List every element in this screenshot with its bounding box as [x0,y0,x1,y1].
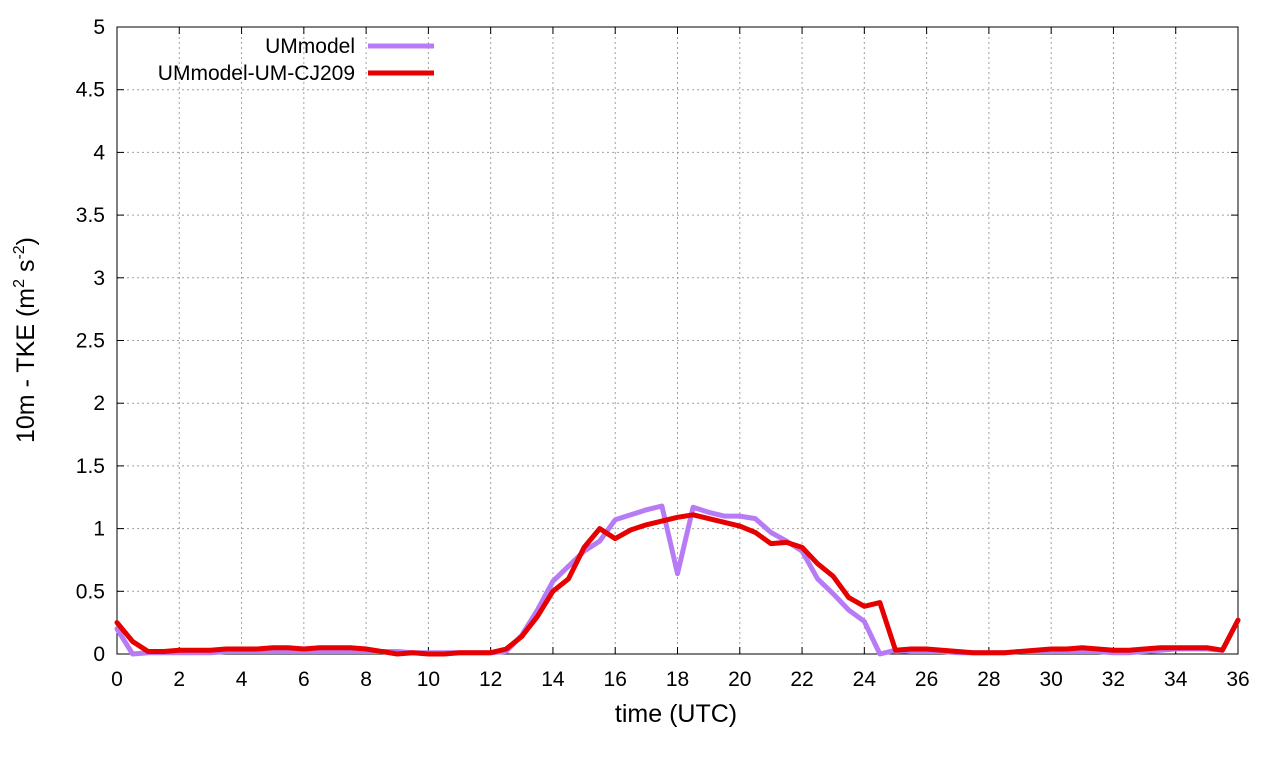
x-tick-label: 16 [604,668,627,691]
x-tick-label: 0 [111,668,123,691]
y-axis-title-mid: s [12,260,40,279]
x-tick-label: 4 [236,668,248,691]
grid [117,27,1238,654]
x-tick-label: 10 [417,668,440,691]
x-tick-label: 6 [298,668,310,691]
x-tick-label: 14 [541,668,565,691]
series-line-1 [114,512,1241,657]
y-tick-label: 3 [93,267,105,290]
x-tick-label: 34 [1164,668,1188,691]
y-tick-label: 1.5 [76,455,105,478]
x-tick-label: 12 [479,668,502,691]
y-axis-title-sup1: 2 [11,279,28,288]
y-tick-label: 2 [93,392,105,415]
series-lines [114,503,1241,657]
x-tick-label: 28 [977,668,1000,691]
y-tick-label: 4.5 [76,79,105,102]
x-tick-label: 18 [666,668,689,691]
y-axis-title-main: 10m - TKE (m [12,288,40,443]
ticks: 0 2 4 6 8 10 12 14 16 18 20 22 24 26 28 30 32 34 3600.511.… [76,16,1250,691]
x-tick-label: 36 [1226,668,1249,691]
y-tick-label: 2.5 [76,330,105,353]
y-axis-title-end: ) [12,237,40,245]
y-axis-title: 10m - TKE (m2 s-2) [11,237,40,443]
y-tick-label: 1 [93,518,105,541]
x-tick-label: 24 [853,668,877,691]
x-tick-label: 26 [915,668,938,691]
legend-label: UMmodel [265,35,355,58]
x-tick-label: 30 [1039,668,1062,691]
y-tick-label: 5 [93,16,105,39]
y-axis-title-sup2: -2 [11,245,28,259]
x-tick-label: 32 [1102,668,1125,691]
x-tick-label: 8 [360,668,372,691]
x-tick-label: 22 [790,668,813,691]
legend: UMmodel UMmodel-UM-CJ209 [158,35,434,85]
legend-label: UMmodel-UM-CJ209 [158,62,355,85]
y-tick-label: 0 [93,643,105,666]
y-tick-label: 3.5 [76,204,105,227]
y-tick-label: 4 [93,141,105,164]
x-tick-label: 2 [173,668,185,691]
x-axis-title: time (UTC) [615,700,737,728]
x-tick-label: 20 [728,668,751,691]
y-tick-label: 0.5 [76,580,105,603]
